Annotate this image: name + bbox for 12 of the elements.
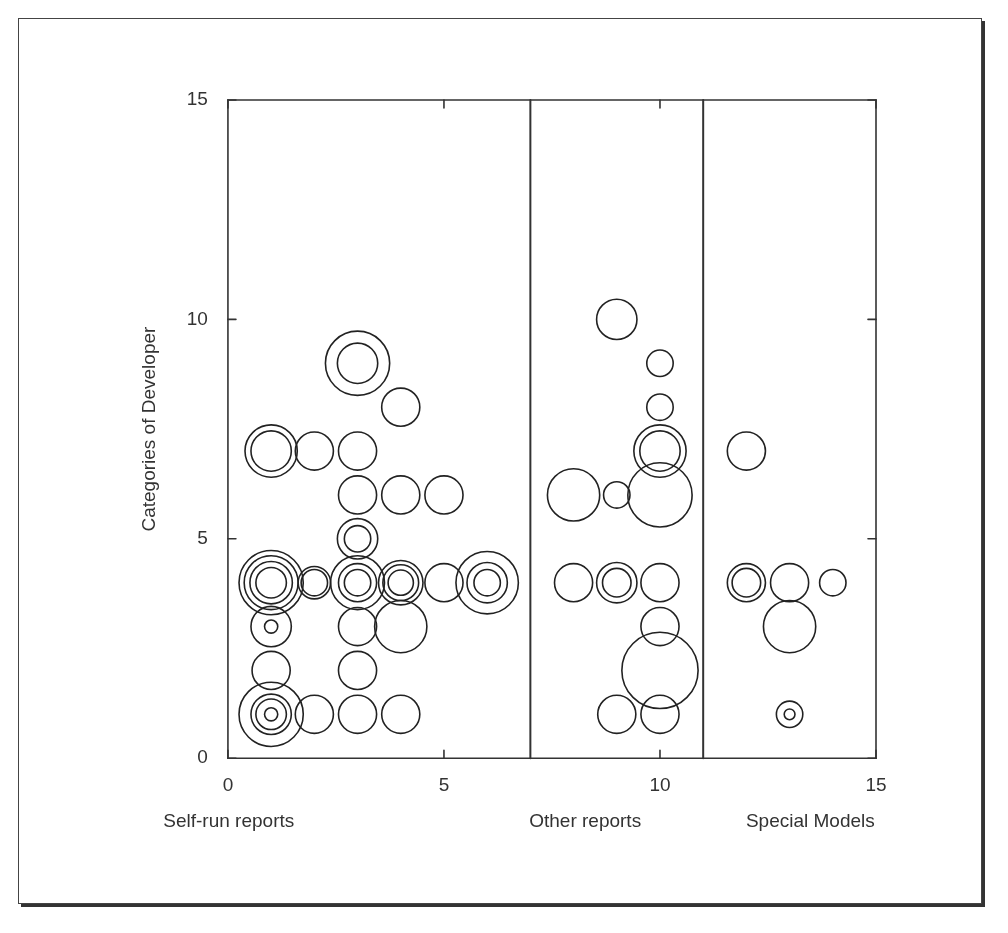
- text: Other reports: [529, 810, 642, 832]
- x-tick-label: 15: [865, 773, 887, 795]
- text: Self-run reports: [163, 810, 295, 832]
- text: Special Models: [745, 810, 875, 832]
- x-tick-label: 0: [222, 773, 234, 795]
- x-tick-label: 10: [649, 773, 671, 795]
- y-tick-label: 15: [186, 88, 208, 110]
- y-tick-label: 0: [197, 746, 208, 768]
- y-axis-title: Categories of Developer: [137, 325, 159, 532]
- x-tick-label: 5: [438, 773, 450, 795]
- y-tick-label: 5: [197, 527, 208, 549]
- y-tick-label: 10: [186, 307, 208, 329]
